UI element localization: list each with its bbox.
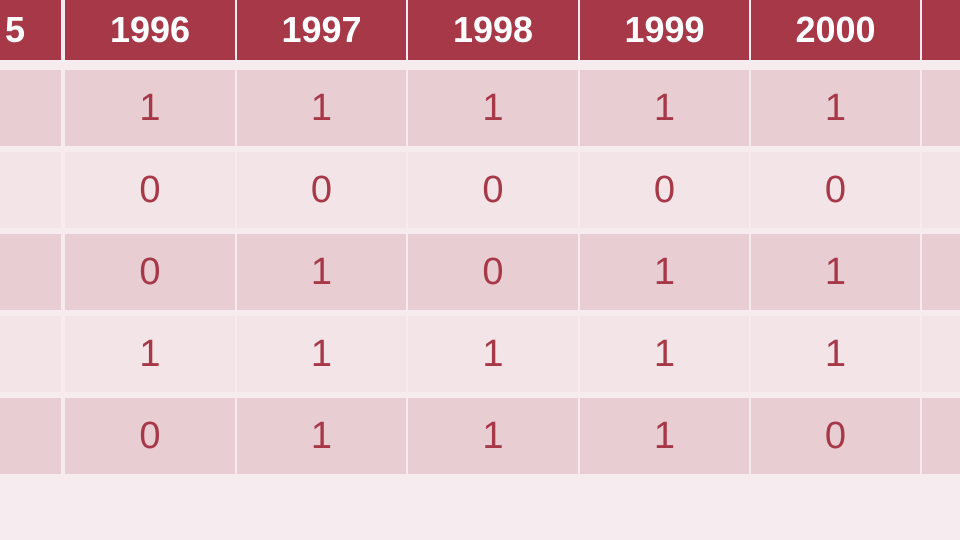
column-header: 2000 [751, 0, 920, 60]
table-cell: 1 [580, 398, 749, 474]
table-cell: 1 [237, 70, 406, 146]
table-cell: 1 [408, 398, 578, 474]
table-cell [0, 234, 61, 310]
column-header: 5 [0, 0, 61, 60]
table-cell: 0 [65, 234, 235, 310]
table-cell: 1 [65, 70, 235, 146]
column-header: 1998 [408, 0, 578, 60]
table-cell: 1 [580, 234, 749, 310]
table-cell [0, 398, 61, 474]
table-cell: 1 [408, 316, 578, 392]
table-cell: 1 [237, 316, 406, 392]
table-cell: 0 [751, 398, 920, 474]
column-header: 1997 [237, 0, 406, 60]
table-cell [922, 70, 960, 146]
table-cell [922, 398, 960, 474]
table-cell: 1 [751, 70, 920, 146]
table-cell: 0 [65, 152, 235, 228]
table-cell [0, 70, 61, 146]
table-cell: 0 [237, 152, 406, 228]
table-cell: 1 [65, 316, 235, 392]
column-header: 1999 [580, 0, 749, 60]
table-cell: 0 [580, 152, 749, 228]
column-header: 1996 [65, 0, 235, 60]
table-cell: 1 [237, 234, 406, 310]
table-cell [922, 152, 960, 228]
table-cell: 0 [65, 398, 235, 474]
table-cell: 1 [751, 234, 920, 310]
table-cell [0, 316, 61, 392]
table-cell: 0 [408, 234, 578, 310]
table-cell: 1 [580, 70, 749, 146]
column-header [922, 0, 960, 60]
table-cell: 1 [580, 316, 749, 392]
table-cell: 0 [751, 152, 920, 228]
table-cell [0, 152, 61, 228]
table-cell: 1 [408, 70, 578, 146]
table-cell: 0 [408, 152, 578, 228]
table-cell [922, 234, 960, 310]
table-cell: 1 [751, 316, 920, 392]
table-cell [922, 316, 960, 392]
table-cell: 1 [237, 398, 406, 474]
